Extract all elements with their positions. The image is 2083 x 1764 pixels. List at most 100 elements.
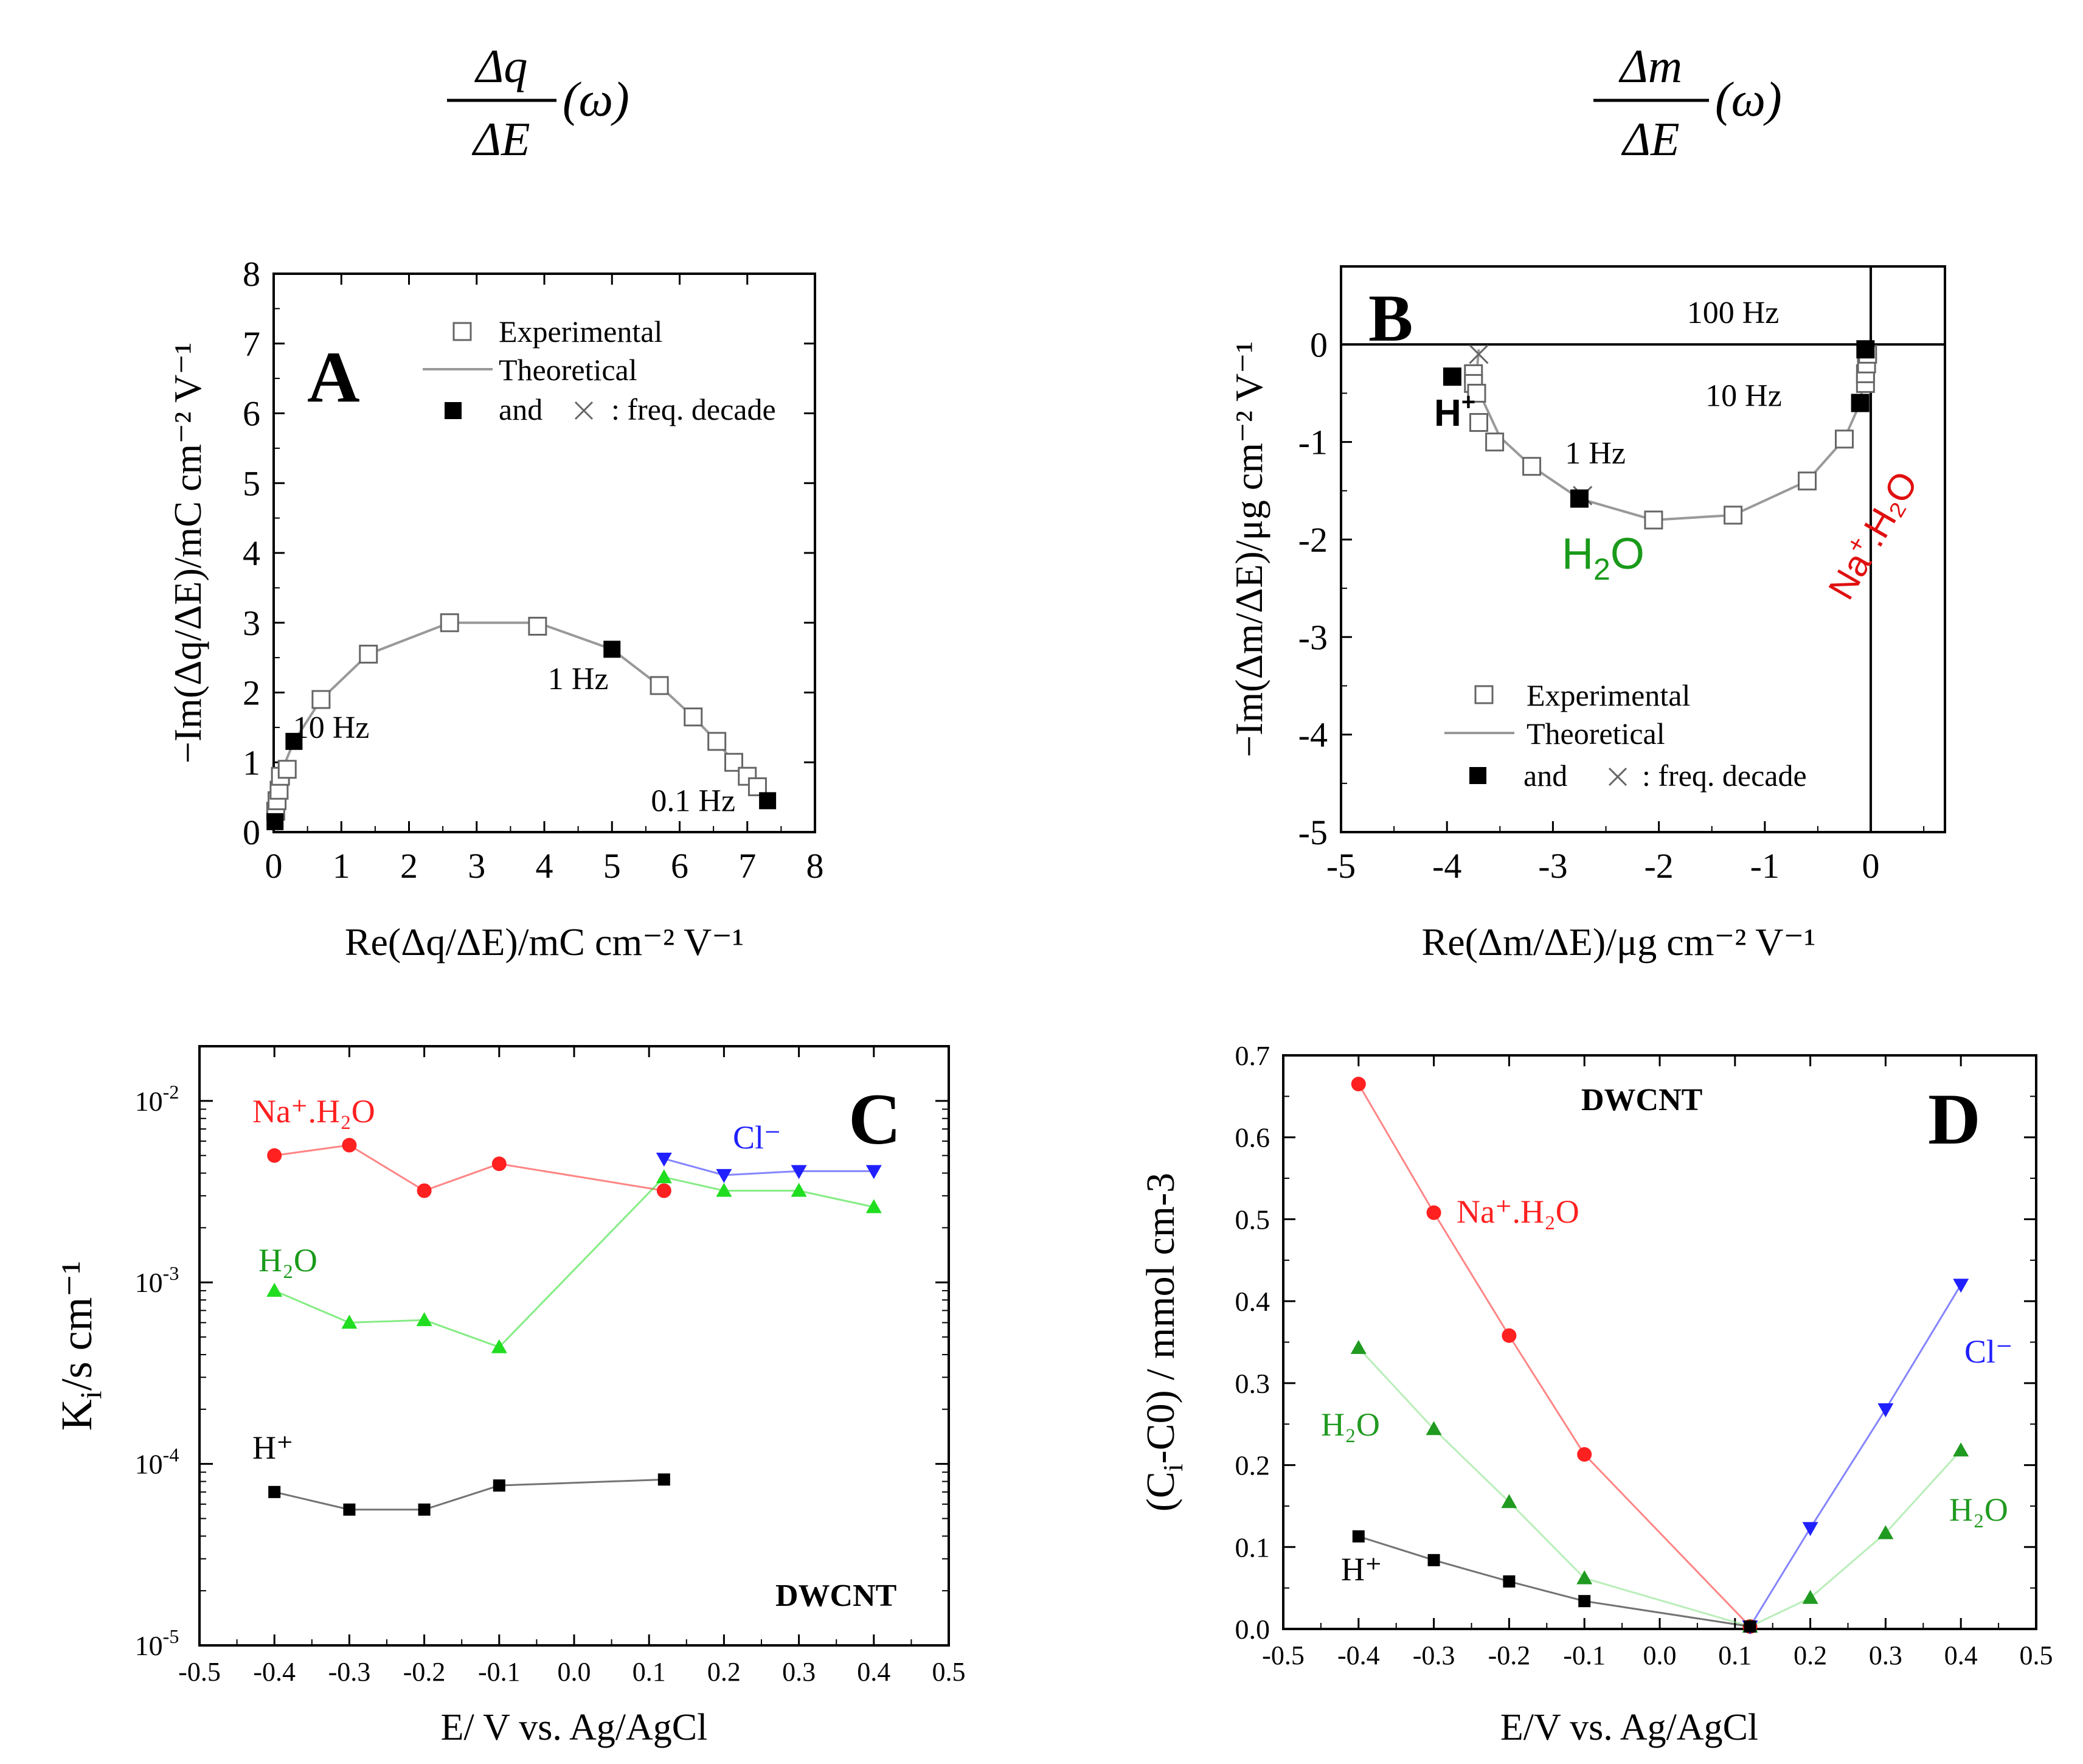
series-point	[491, 1339, 507, 1353]
y-tick-label: 4	[243, 533, 260, 573]
decade-point	[266, 813, 284, 830]
series-label-na-h2o: Na⁺.H₂O	[1457, 1193, 1579, 1230]
series-point	[343, 1503, 356, 1516]
legend-marker-decade-filled	[445, 402, 462, 419]
x-tick-label: 0	[1862, 846, 1880, 886]
y-tick-label: 10-3	[135, 1262, 179, 1298]
x-tick-label: -0.1	[1563, 1641, 1606, 1670]
series-line	[1749, 1284, 1962, 1627]
heading-right-numerator: Δm	[1618, 40, 1682, 92]
x-tick-label: 0.2	[707, 1657, 741, 1687]
y-tick-label-exp: -5	[163, 1625, 179, 1647]
decade-point	[1570, 489, 1589, 508]
experimental-point	[1798, 471, 1817, 491]
panel-letter: C	[848, 1078, 901, 1159]
y-axis-label: −Im(Δm/ΔE)/μg cm⁻² V⁻¹	[1227, 341, 1270, 757]
series-point	[1877, 1403, 1894, 1417]
y-tick-label: 0.2	[1235, 1450, 1270, 1481]
series-point	[1502, 1328, 1517, 1343]
series-line	[664, 1158, 874, 1176]
plot-frame	[1340, 265, 1946, 833]
x-tick-label: -3	[1538, 846, 1567, 886]
y-tick-label: -1	[1298, 423, 1328, 462]
x-axis-label: Re(Δm/ΔE)/μg cm⁻² V⁻¹	[1422, 920, 1816, 964]
frequency-annotation: 1 Hz	[1565, 436, 1626, 471]
y-axis-label: Ki/s cm⁻¹	[52, 1261, 108, 1431]
series-line	[274, 1478, 664, 1511]
experimental-point	[724, 752, 743, 772]
x-tick-label: -2	[1644, 846, 1673, 886]
y-tick-label: 3	[243, 603, 260, 643]
species-label-h2o-tail: O	[1610, 530, 1645, 578]
decade-point	[1856, 340, 1875, 359]
y-tick-label: 8	[243, 254, 260, 294]
x-axis-label: E/ V vs. Ag/AgCl	[441, 1707, 708, 1748]
y-tick-label: 0.3	[1235, 1368, 1270, 1399]
panel-letter: B	[1368, 281, 1413, 355]
series-point	[267, 1148, 282, 1163]
y-axis-label-tail: /s cm⁻¹	[52, 1261, 101, 1391]
y-tick-label: 0.4	[1235, 1286, 1270, 1317]
series-point	[1426, 1205, 1441, 1220]
series-point	[1744, 1620, 1756, 1633]
y-tick-label: -3	[1298, 617, 1328, 657]
y-tick-label: -4	[1298, 715, 1328, 755]
series-point	[1577, 1447, 1592, 1462]
series-point	[417, 1183, 432, 1198]
x-tick-label: -0.5	[1262, 1641, 1305, 1670]
x-tick-label: -5	[1326, 846, 1356, 886]
series-point	[491, 1156, 507, 1172]
y-axis-label: −Im(Δq/ΔE)/mC cm⁻² V⁻¹	[166, 342, 209, 763]
series-point	[1576, 1570, 1593, 1585]
series-point	[1427, 1554, 1440, 1566]
legend-label-theoretical: Theoretical	[1527, 717, 1665, 751]
series-point	[1802, 1522, 1818, 1537]
frequency-annotation: 100 Hz	[1687, 296, 1780, 330]
legend-label-experimental: Experimental	[499, 314, 662, 349]
y-tick-label: 10-2	[135, 1081, 179, 1117]
y-tick-label: 0	[1310, 325, 1328, 364]
series-point	[268, 1485, 281, 1498]
y-tick-label-exp: -2	[163, 1081, 179, 1103]
y-tick-label: 10-5	[135, 1625, 179, 1661]
series-label-h2o-right: H₂O	[1949, 1491, 2008, 1528]
x-tick-label: -0.3	[1413, 1641, 1455, 1670]
x-tick-label: 0.5	[2020, 1641, 2053, 1670]
series-point	[1501, 1494, 1517, 1509]
species-label-na-h2o-tail: .H₂O	[1851, 465, 1925, 554]
series-line	[274, 1144, 665, 1192]
y-tick-label: -5	[1298, 813, 1328, 852]
panel-b: -5 -4 -3 -2 -1 0 0 -1 -2 -3 -4 -5 Re(Δm/ΔE)/μg cm⁻² …	[1227, 265, 1946, 964]
series-point	[1350, 1339, 1367, 1354]
series-point	[1426, 1421, 1442, 1436]
y-tick-label: 0.1	[1235, 1532, 1270, 1563]
y-axis-label: (Ci-C0) / mmol cm-3	[1139, 1173, 1188, 1512]
series-point	[656, 1169, 672, 1184]
x-tick-label: 4	[536, 846, 553, 886]
decade-point	[1851, 394, 1870, 412]
series-label-cl: Cl⁻	[733, 1119, 782, 1156]
y-tick-label: -2	[1298, 520, 1328, 560]
frequency-annotation: 10 Hz	[1705, 378, 1782, 413]
frequency-annotation: 0.1 Hz	[651, 784, 735, 819]
panel-c: -0.5 -0.4 -0.3 -0.2 -0.1 0.0 0.1 0.2 0.3 0.4 0.5 10…	[52, 1045, 966, 1748]
decade-point	[759, 792, 777, 810]
x-tick-label: -0.1	[478, 1657, 521, 1687]
experimental-point	[440, 613, 459, 633]
experimental-point	[650, 676, 669, 695]
x-tick-label: 0.1	[1718, 1641, 1752, 1670]
experimental-point	[1835, 429, 1854, 449]
x-tick-label: 0.3	[782, 1657, 816, 1687]
y-tick-label: 0	[243, 813, 260, 852]
x-tick-label: 0.4	[1944, 1641, 1978, 1670]
y-tick-label: 10-4	[135, 1444, 179, 1480]
experimental-point	[311, 690, 331, 709]
series-point	[656, 1152, 672, 1167]
series-point	[341, 1314, 358, 1329]
x-tick-label: 0.5	[932, 1657, 966, 1687]
x-tick-label: 1	[333, 846, 350, 886]
y-tick-label: 6	[243, 394, 260, 434]
x-tick-label: 0.4	[857, 1657, 890, 1687]
x-tick-label: -0.2	[403, 1657, 446, 1687]
